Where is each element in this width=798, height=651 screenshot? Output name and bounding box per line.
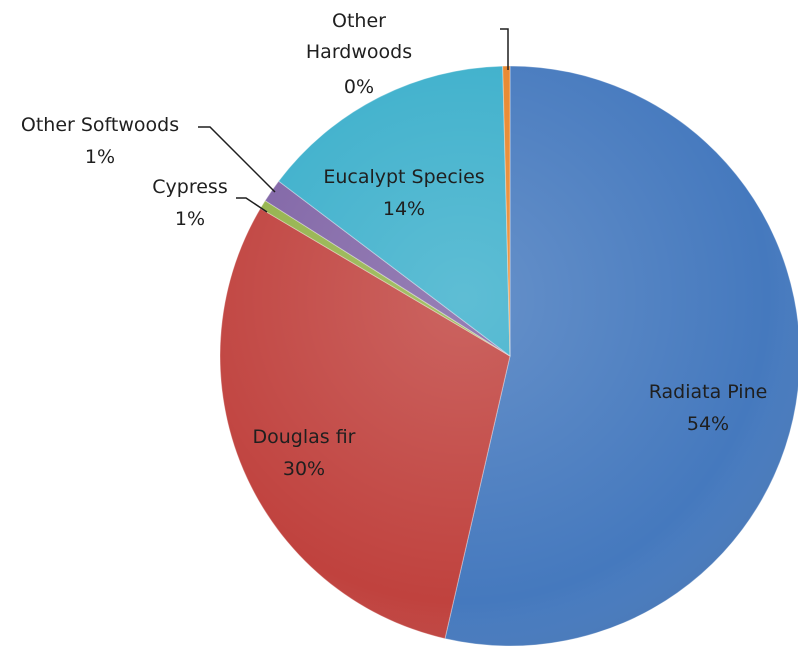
slice-percent-label: 30%	[283, 458, 325, 480]
slice-label-eucalypt-species: Eucalypt Species 14%	[323, 166, 484, 220]
leader-line-cypress	[236, 197, 268, 213]
slice-name-label: Radiata Pine	[649, 381, 768, 403]
slice-label-radiata-pine: Radiata Pine 54%	[649, 381, 768, 435]
slice-name-label: Eucalypt Species	[323, 166, 484, 188]
leader-lines	[198, 28, 509, 213]
slice-name-label: Cypress	[152, 176, 227, 198]
leader-line-other-softwoods	[198, 126, 276, 193]
slice-percent-label: 1%	[85, 146, 115, 168]
pie-slices	[219, 65, 798, 647]
slice-label-cypress: Cypress 1%	[152, 176, 227, 230]
slice-labels: Radiata Pine 54%Douglas fir 30%Cypress 1%Ot…	[21, 10, 767, 480]
slice-percent-label: 1%	[175, 208, 205, 230]
slice-label-other-softwoods: Other Softwoods 1%	[21, 114, 179, 168]
slice-label-douglas-fir: Douglas fir 30%	[253, 426, 356, 480]
slice-name-label: Other Softwoods	[21, 114, 179, 136]
slice-label-other-hardwoods: Other Hardwoods 0%	[306, 10, 412, 98]
leader-line-other-hardwoods	[500, 28, 509, 70]
slice-percent-label: 0%	[344, 76, 374, 98]
slice-percent-label: 14%	[383, 198, 425, 220]
slice-name-label: Douglas fir	[253, 426, 356, 448]
slice-name-label: Other	[332, 10, 386, 32]
slice-name-label: Hardwoods	[306, 41, 412, 63]
slice-percent-label: 54%	[687, 413, 729, 435]
